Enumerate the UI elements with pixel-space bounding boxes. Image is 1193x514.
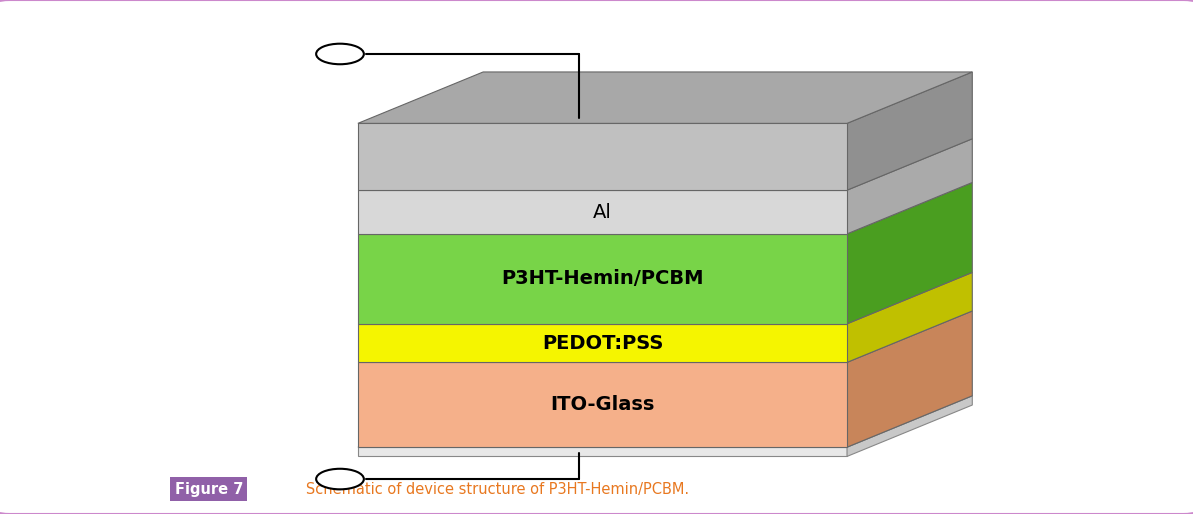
Polygon shape xyxy=(847,311,972,447)
Text: ITO-Glass: ITO-Glass xyxy=(550,395,655,414)
Text: PEDOT:PSS: PEDOT:PSS xyxy=(542,334,663,353)
Text: Schematic of device structure of P3HT-Hemin/PCBM.: Schematic of device structure of P3HT-He… xyxy=(292,482,690,497)
Polygon shape xyxy=(358,362,847,447)
Polygon shape xyxy=(847,182,972,324)
Polygon shape xyxy=(358,324,847,362)
Text: P3HT-Hemin/PCBM: P3HT-Hemin/PCBM xyxy=(501,269,704,288)
Polygon shape xyxy=(847,272,972,362)
Polygon shape xyxy=(358,72,972,123)
Text: Al: Al xyxy=(593,203,612,222)
Polygon shape xyxy=(358,190,847,234)
Polygon shape xyxy=(358,396,972,447)
Polygon shape xyxy=(358,447,847,456)
Polygon shape xyxy=(847,72,972,190)
Polygon shape xyxy=(847,396,972,456)
Circle shape xyxy=(316,44,364,64)
Text: Figure 7: Figure 7 xyxy=(174,482,243,497)
Circle shape xyxy=(316,469,364,489)
Polygon shape xyxy=(847,139,972,234)
Polygon shape xyxy=(358,123,847,190)
Polygon shape xyxy=(358,234,847,324)
